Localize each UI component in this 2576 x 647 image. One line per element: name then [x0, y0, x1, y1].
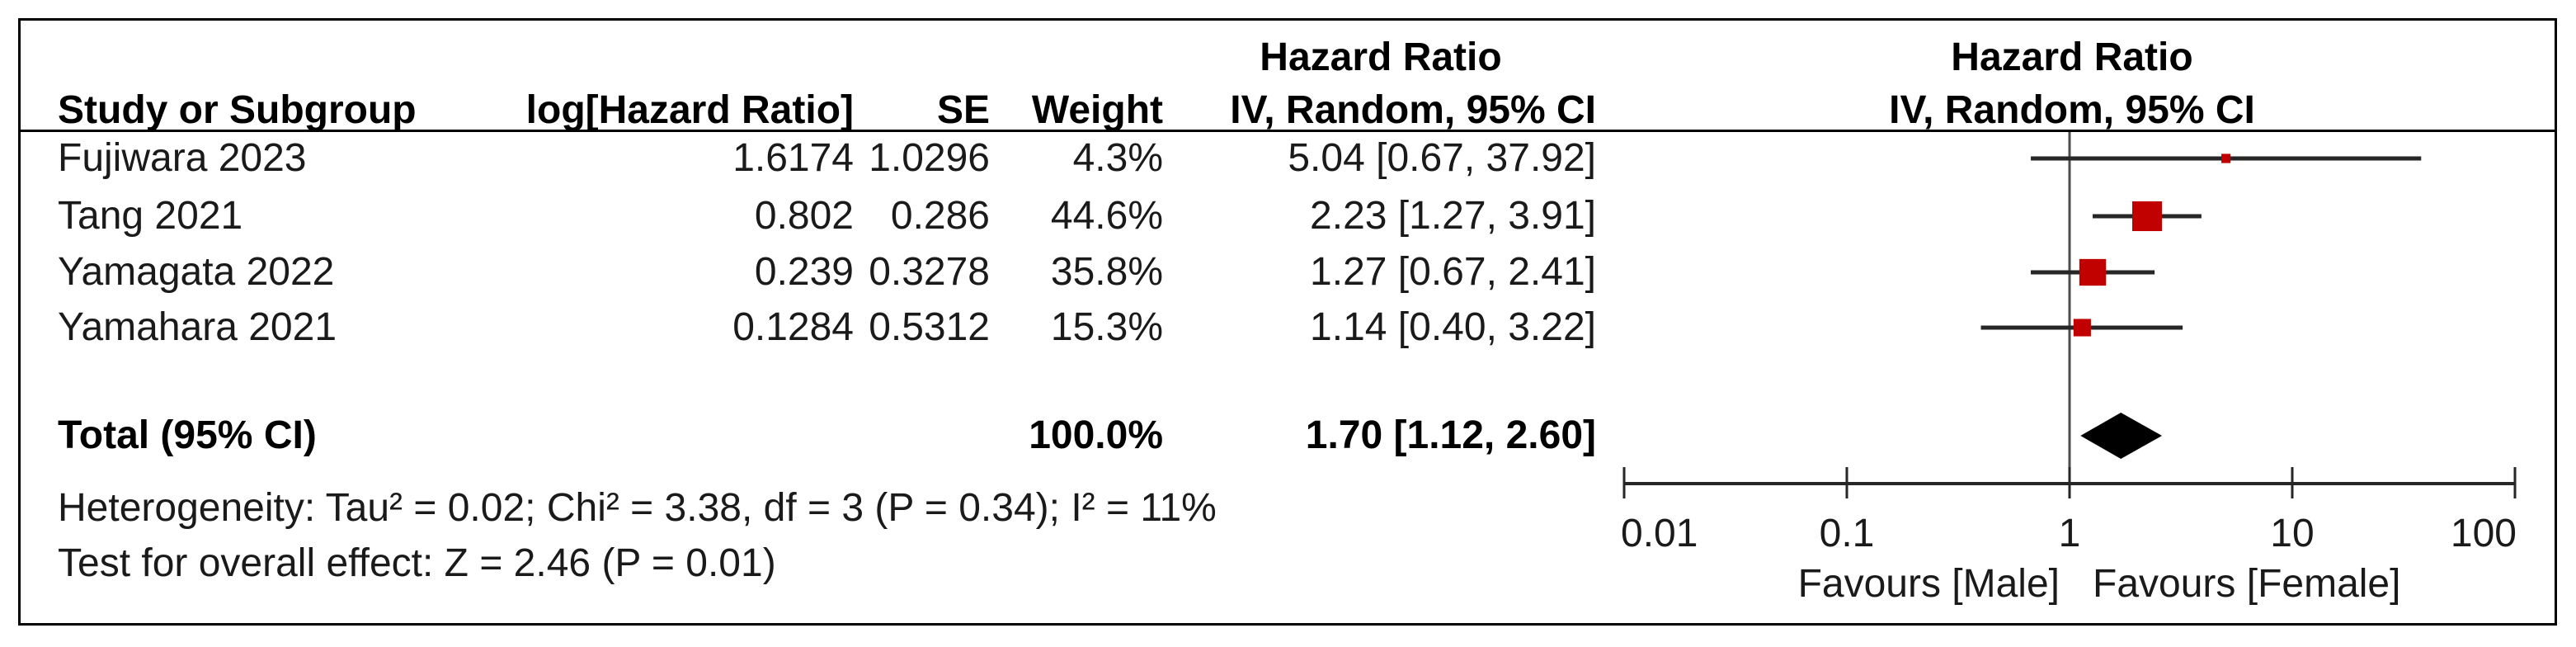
study-ci-text: 1.27 [0.67, 2.41] [1310, 250, 1596, 294]
total-weight: 100.0% [1029, 413, 1163, 457]
study-name: Fujiwara 2023 [58, 136, 307, 180]
study-weight: 35.8% [1050, 250, 1163, 294]
study-name: Tang 2021 [58, 194, 243, 238]
column-header-ci: IV, Random, 95% CI [1230, 88, 1596, 132]
header-divider-line [21, 130, 2557, 132]
study-log-hr: 0.239 [754, 250, 854, 294]
study-se: 1.0296 [869, 136, 990, 180]
plot-effect-header: Hazard Ratio [1951, 35, 2193, 79]
study-weight: 44.6% [1050, 194, 1163, 238]
plot-ci-method-header: IV, Random, 95% CI [1889, 88, 2255, 132]
study-name: Yamahara 2021 [58, 305, 337, 349]
study-se: 0.3278 [869, 250, 990, 294]
column-header-weight: Weight [1031, 88, 1163, 132]
figure-border [18, 18, 2557, 626]
total-label: Total (95% CI) [58, 413, 317, 457]
study-weight: 15.3% [1050, 305, 1163, 349]
study-weight: 4.3% [1072, 136, 1163, 180]
column-header-log-hr: log[Hazard Ratio] [525, 88, 854, 132]
study-ci-text: 5.04 [0.67, 37.92] [1288, 136, 1596, 180]
study-log-hr: 1.6174 [732, 136, 854, 180]
study-ci-text: 1.14 [0.40, 3.22] [1310, 305, 1596, 349]
column-header-se: SE [936, 88, 990, 132]
table-effect-header: Hazard Ratio [1260, 35, 1502, 79]
study-log-hr: 0.802 [754, 194, 854, 238]
study-se: 0.286 [890, 194, 990, 238]
heterogeneity-stats: Heterogeneity: Tau² = 0.02; Chi² = 3.38,… [58, 486, 1217, 530]
study-se: 0.5312 [869, 305, 990, 349]
study-ci-text: 2.23 [1.27, 3.91] [1310, 194, 1596, 238]
total-ci-text: 1.70 [1.12, 2.60] [1305, 413, 1596, 457]
column-header-study: Study or Subgroup [58, 88, 417, 132]
study-name: Yamagata 2022 [58, 250, 335, 294]
study-log-hr: 0.1284 [732, 305, 854, 349]
overall-effect-test: Test for overall effect: Z = 2.46 (P = 0… [58, 541, 776, 585]
